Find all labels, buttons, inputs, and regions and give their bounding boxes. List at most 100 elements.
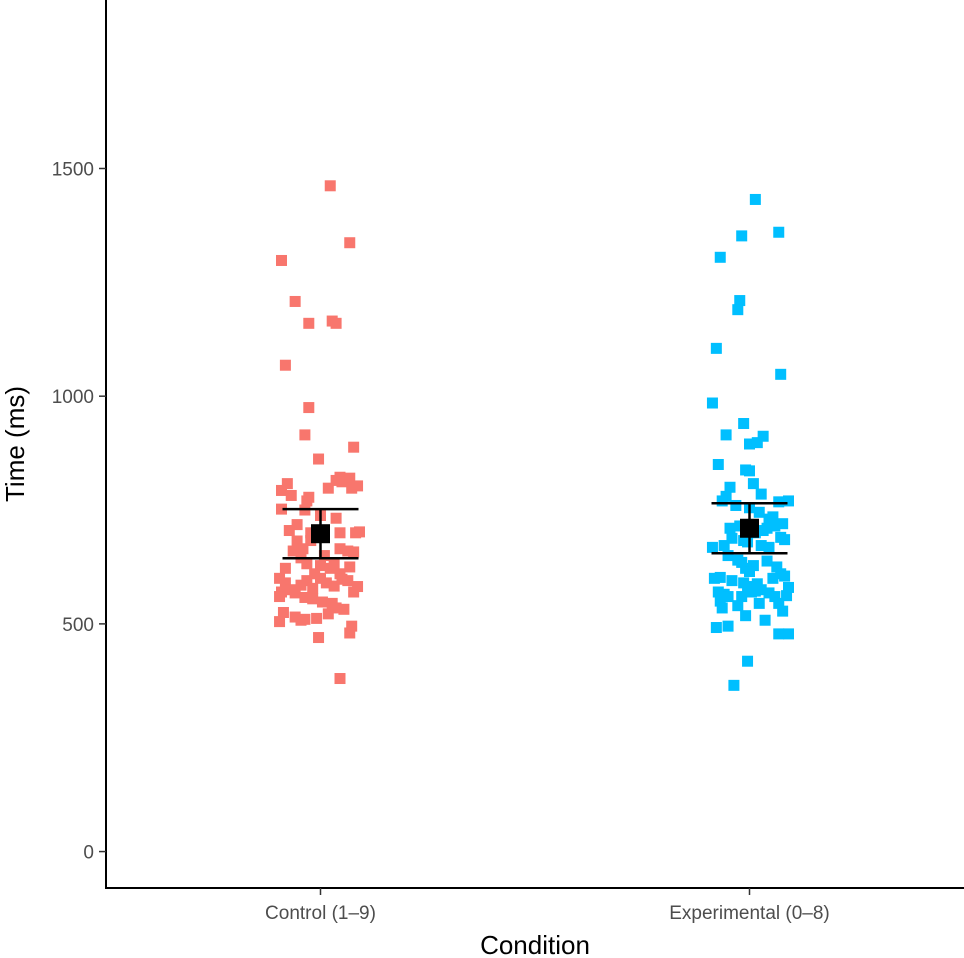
data-point — [279, 359, 291, 371]
data-point — [722, 591, 734, 603]
data-point — [334, 673, 346, 685]
data-point — [779, 534, 791, 546]
data-point — [781, 590, 793, 602]
data-point — [744, 566, 755, 578]
data-point — [301, 575, 313, 587]
data-point — [755, 488, 767, 500]
data-point — [299, 591, 311, 603]
data-point — [724, 481, 736, 493]
data-point — [736, 591, 748, 603]
data-point — [710, 622, 722, 634]
data-point — [718, 540, 730, 552]
data-point — [744, 438, 755, 450]
data-point — [305, 535, 317, 547]
data-point — [777, 605, 789, 617]
data-point — [322, 608, 334, 620]
data-point — [722, 620, 734, 632]
y-tick-label: 0 — [83, 843, 94, 864]
data-point — [315, 572, 326, 584]
data-point — [783, 495, 794, 507]
data-point — [767, 511, 779, 523]
data-point — [274, 591, 286, 603]
summary-markers — [282, 501, 788, 560]
data-point — [346, 620, 358, 632]
data-point — [757, 430, 769, 442]
data-point — [309, 568, 321, 580]
data-point — [712, 586, 724, 598]
data-point — [348, 441, 360, 453]
data-point — [352, 581, 364, 593]
data-point — [346, 482, 358, 494]
data-point — [726, 575, 738, 587]
data-point — [740, 610, 752, 622]
x-axis-ticks: Control (1–9) Experimental (0–8) — [265, 888, 830, 924]
data-point — [708, 572, 720, 584]
data-point — [330, 317, 342, 329]
data-point — [291, 519, 303, 531]
data-point — [738, 418, 750, 430]
data-point — [773, 226, 785, 238]
y-tick-label: 1000 — [52, 387, 94, 408]
data-point — [710, 342, 722, 354]
data-point — [342, 575, 354, 587]
data-point — [706, 541, 718, 553]
data-point — [763, 541, 775, 553]
data-point — [277, 606, 289, 618]
data-point — [297, 543, 309, 555]
data-point — [285, 489, 297, 501]
data-point — [291, 535, 303, 547]
data-point — [330, 512, 342, 524]
data-point — [716, 495, 728, 507]
data-point — [767, 572, 779, 584]
data-point — [344, 472, 356, 484]
data-point — [320, 577, 332, 589]
data-point — [274, 616, 286, 628]
data-point — [726, 532, 738, 544]
data-point — [328, 558, 340, 570]
data-point — [722, 550, 734, 562]
mean-marker — [740, 518, 759, 538]
data-point — [348, 546, 360, 558]
data-point — [283, 525, 295, 537]
data-point — [724, 522, 736, 534]
data-point — [342, 545, 354, 557]
data-point — [307, 582, 319, 594]
data-point — [773, 496, 785, 508]
data-point — [732, 600, 744, 612]
data-point — [761, 522, 773, 534]
data-point — [276, 484, 287, 496]
data-point — [751, 578, 763, 590]
data-point — [755, 540, 767, 552]
data-point — [328, 580, 340, 592]
data-point — [753, 506, 765, 518]
data-point — [344, 561, 356, 573]
data-point — [712, 458, 724, 470]
data-point — [279, 562, 291, 574]
data-point — [276, 503, 287, 515]
data-point — [749, 585, 761, 597]
y-axis-title: Time (ms) — [0, 386, 30, 502]
data-point — [303, 317, 315, 329]
data-point — [714, 595, 726, 607]
data-point — [281, 478, 293, 490]
data-point — [299, 613, 311, 625]
data-point — [316, 596, 328, 608]
data-point — [773, 628, 785, 640]
data-point — [289, 295, 301, 307]
data-point — [344, 627, 356, 639]
data-point — [334, 543, 346, 555]
data-point — [744, 465, 755, 477]
data-points — [274, 180, 794, 691]
data-point — [324, 180, 336, 192]
data-point — [769, 591, 781, 603]
data-point — [299, 429, 311, 441]
data-point — [336, 573, 348, 585]
data-point — [354, 526, 365, 538]
data-point — [747, 478, 759, 490]
data-point — [742, 655, 754, 667]
data-point — [732, 304, 744, 316]
data-point — [301, 495, 313, 507]
data-point — [755, 584, 767, 596]
data-point — [783, 581, 794, 593]
data-point — [763, 587, 775, 599]
